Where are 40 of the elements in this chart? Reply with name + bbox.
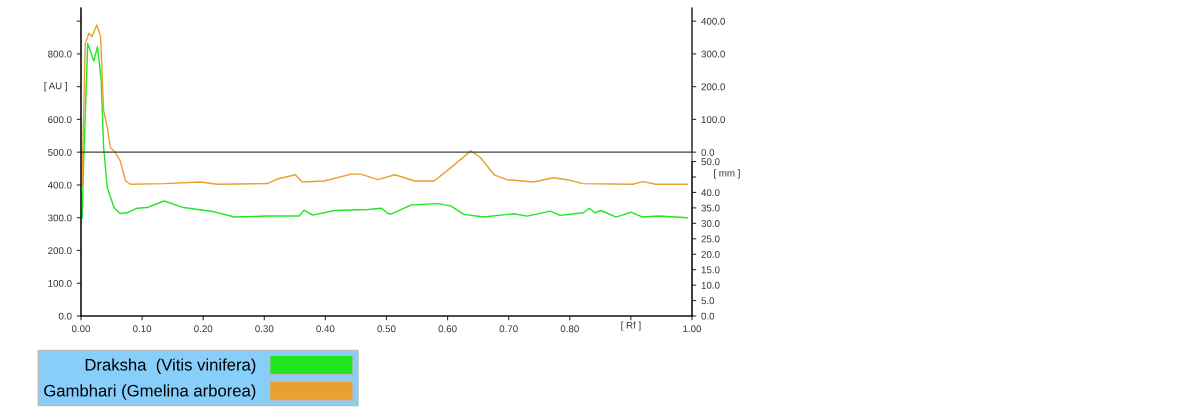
x-tick-label: 1.00 [683,325,702,333]
y3-tick-label: 400.0 [701,17,725,25]
y-tick-label: 400.0 [47,181,72,189]
y2-tick-label: 15.0 [701,266,720,274]
y-tick-label: 0.0 [58,312,72,320]
x-tick-label: 0.80 [560,325,579,333]
x-tick-label: 0.60 [438,325,457,333]
y3-tick-label: 0.0 [701,148,715,156]
y2-tick-label: 35.0 [701,204,720,212]
x-tick-label: 0.00 [71,325,91,333]
y-tick-label: 500.0 [48,148,72,156]
x-tick-label: 0.20 [194,325,213,333]
y2-tick-label: 5.0 [701,297,715,305]
y-tick-label: 100.0 [48,279,72,287]
y2-tick-label: 0.0 [701,312,715,320]
line-series [81,24,688,185]
x-tick-label: 0.30 [255,325,274,333]
y3-tick-label: 300.0 [701,50,725,58]
y-tick-label: 300.0 [48,214,72,222]
y3-tick-label: 100.0 [701,116,725,124]
legend-label: Draksha (Vitis vinifera) [85,358,256,374]
x-tick-label: 0.40 [316,325,335,333]
y2-axis-title: [ mm ] [714,169,740,179]
y-tick-label: 600.0 [48,116,72,124]
legend-label: Gambhari (Gmelina arborea) [44,384,256,400]
x-axis-title: [ Rf ] [621,321,641,331]
y2-tick-label: 20.0 [701,250,720,258]
x-tick-label: 0.50 [377,325,396,333]
y2-tick-label: 25.0 [701,235,720,243]
x-tick-label: 0.10 [133,325,152,333]
y3-tick-label: 200.0 [701,83,725,91]
y-tick-label: 200.0 [48,247,72,255]
x-tick-label: 0.70 [499,325,518,333]
y2-tick-label: 50.0 [701,158,720,166]
y-tick-label: 800.0 [48,50,72,58]
line-series [81,42,688,219]
y2-tick-label: 10.0 [701,281,720,289]
y-axis-title: [ AU ] [44,82,67,92]
y2-tick-label: 30.0 [701,220,720,227]
y2-tick-label: 40.0 [701,189,720,197]
